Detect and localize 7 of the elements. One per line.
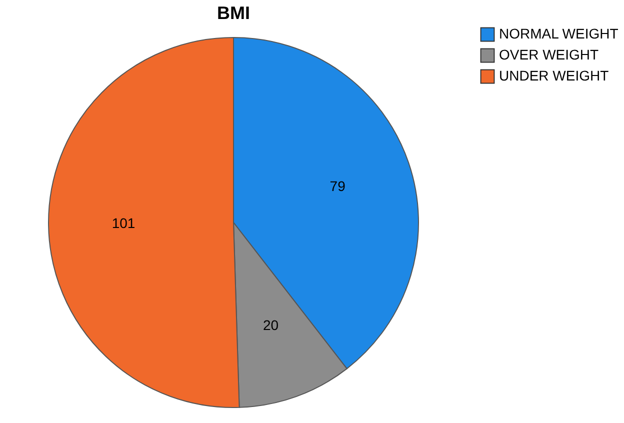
legend-label: UNDER WEIGHT (499, 68, 610, 84)
data-label: 101 (112, 215, 136, 232)
data-label: 20 (262, 316, 279, 333)
legend-label: NORMAL WEIGHT (499, 26, 619, 42)
legend-label: OVER WEIGHT (499, 46, 600, 62)
chart-title: BMI (217, 3, 250, 23)
data-label: 79 (330, 178, 346, 194)
